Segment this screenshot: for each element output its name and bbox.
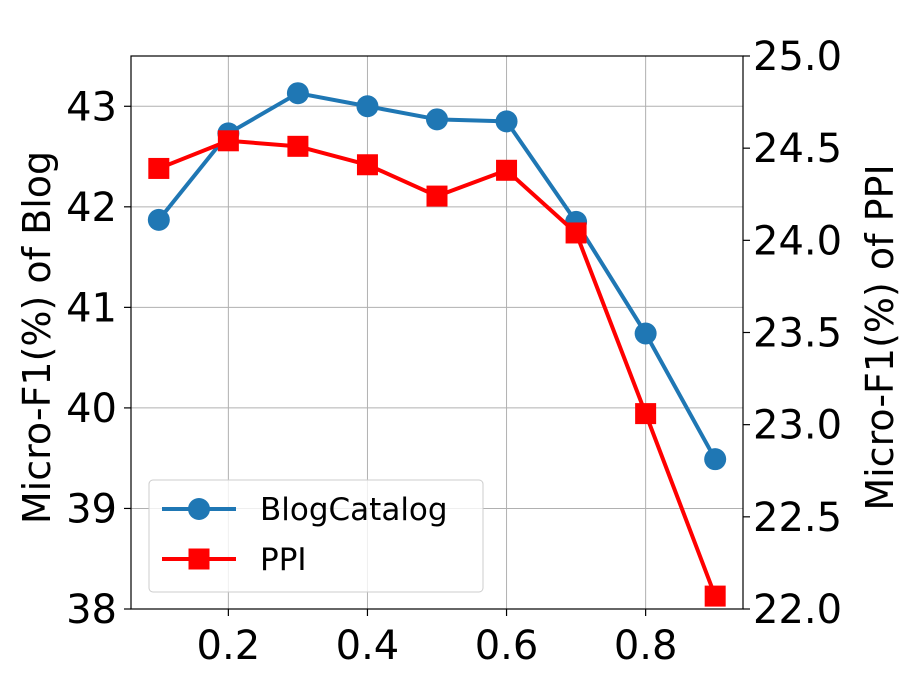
data-point-ppi	[356, 154, 378, 176]
data-point-blogcatalog	[356, 95, 379, 118]
y-right-tick-label: 23.5	[753, 311, 842, 357]
y-left-tick-label: 39	[66, 486, 117, 532]
legend-label-ppi: PPI	[260, 542, 307, 578]
data-point-blogcatalog	[426, 108, 448, 131]
data-point-ppi	[635, 403, 657, 425]
y-left-tick-label: 43	[66, 84, 117, 130]
y-left-tick-label: 40	[66, 386, 117, 432]
y-right-tick-label: 24.5	[753, 126, 842, 172]
y-left-tick-label: 38	[66, 587, 117, 633]
series-layer	[147, 82, 727, 607]
series-line-blogcatalog	[157, 91, 717, 461]
data-point-blogcatalog	[147, 208, 170, 231]
x-tick-label: 0.4	[336, 623, 400, 669]
y-right-tick-label: 24.0	[753, 218, 842, 264]
y-right-tick-label: 25.0	[753, 34, 842, 80]
data-point-ppi	[287, 135, 309, 157]
legend: BlogCatalog PPI	[148, 479, 484, 593]
data-point-blogcatalog	[495, 110, 518, 133]
legend-marker-blogcatalog	[188, 498, 210, 520]
data-point-ppi	[496, 159, 518, 181]
axes: 0.2 0.4 0.6 0.8 38 39 40 41 42 43 22.0 22.5 23.0 23.5…	[66, 34, 842, 669]
data-point-ppi	[704, 585, 726, 607]
legend-entry-blogcatalog: BlogCatalog	[162, 492, 448, 528]
data-point-blogcatalog	[286, 82, 309, 105]
data-point-ppi	[217, 130, 239, 152]
y-axis-right-title: Micro-F1(%) of PPI	[858, 164, 900, 510]
y-left-tick-label: 41	[66, 285, 117, 331]
legend-entry-ppi: PPI	[162, 542, 307, 578]
y-right-tick-label: 22.0	[753, 587, 842, 633]
data-point-ppi	[148, 157, 170, 179]
data-point-blogcatalog	[704, 448, 727, 471]
y-left-tick-label: 42	[66, 185, 117, 231]
x-tick-label: 0.8	[614, 623, 678, 669]
y-axis-left-title: Micro-F1(%) of Blog	[15, 151, 59, 524]
legend-marker-ppi	[188, 548, 210, 570]
x-tick-label: 0.6	[475, 623, 539, 669]
data-point-ppi	[565, 222, 587, 244]
data-point-blogcatalog	[634, 322, 657, 345]
data-point-ppi	[426, 185, 448, 207]
x-tick-label: 0.2	[197, 623, 261, 669]
y-right-tick-label: 22.5	[753, 495, 842, 541]
y-right-tick-label: 23.0	[753, 403, 842, 449]
legend-label-blogcatalog: BlogCatalog	[260, 492, 448, 528]
